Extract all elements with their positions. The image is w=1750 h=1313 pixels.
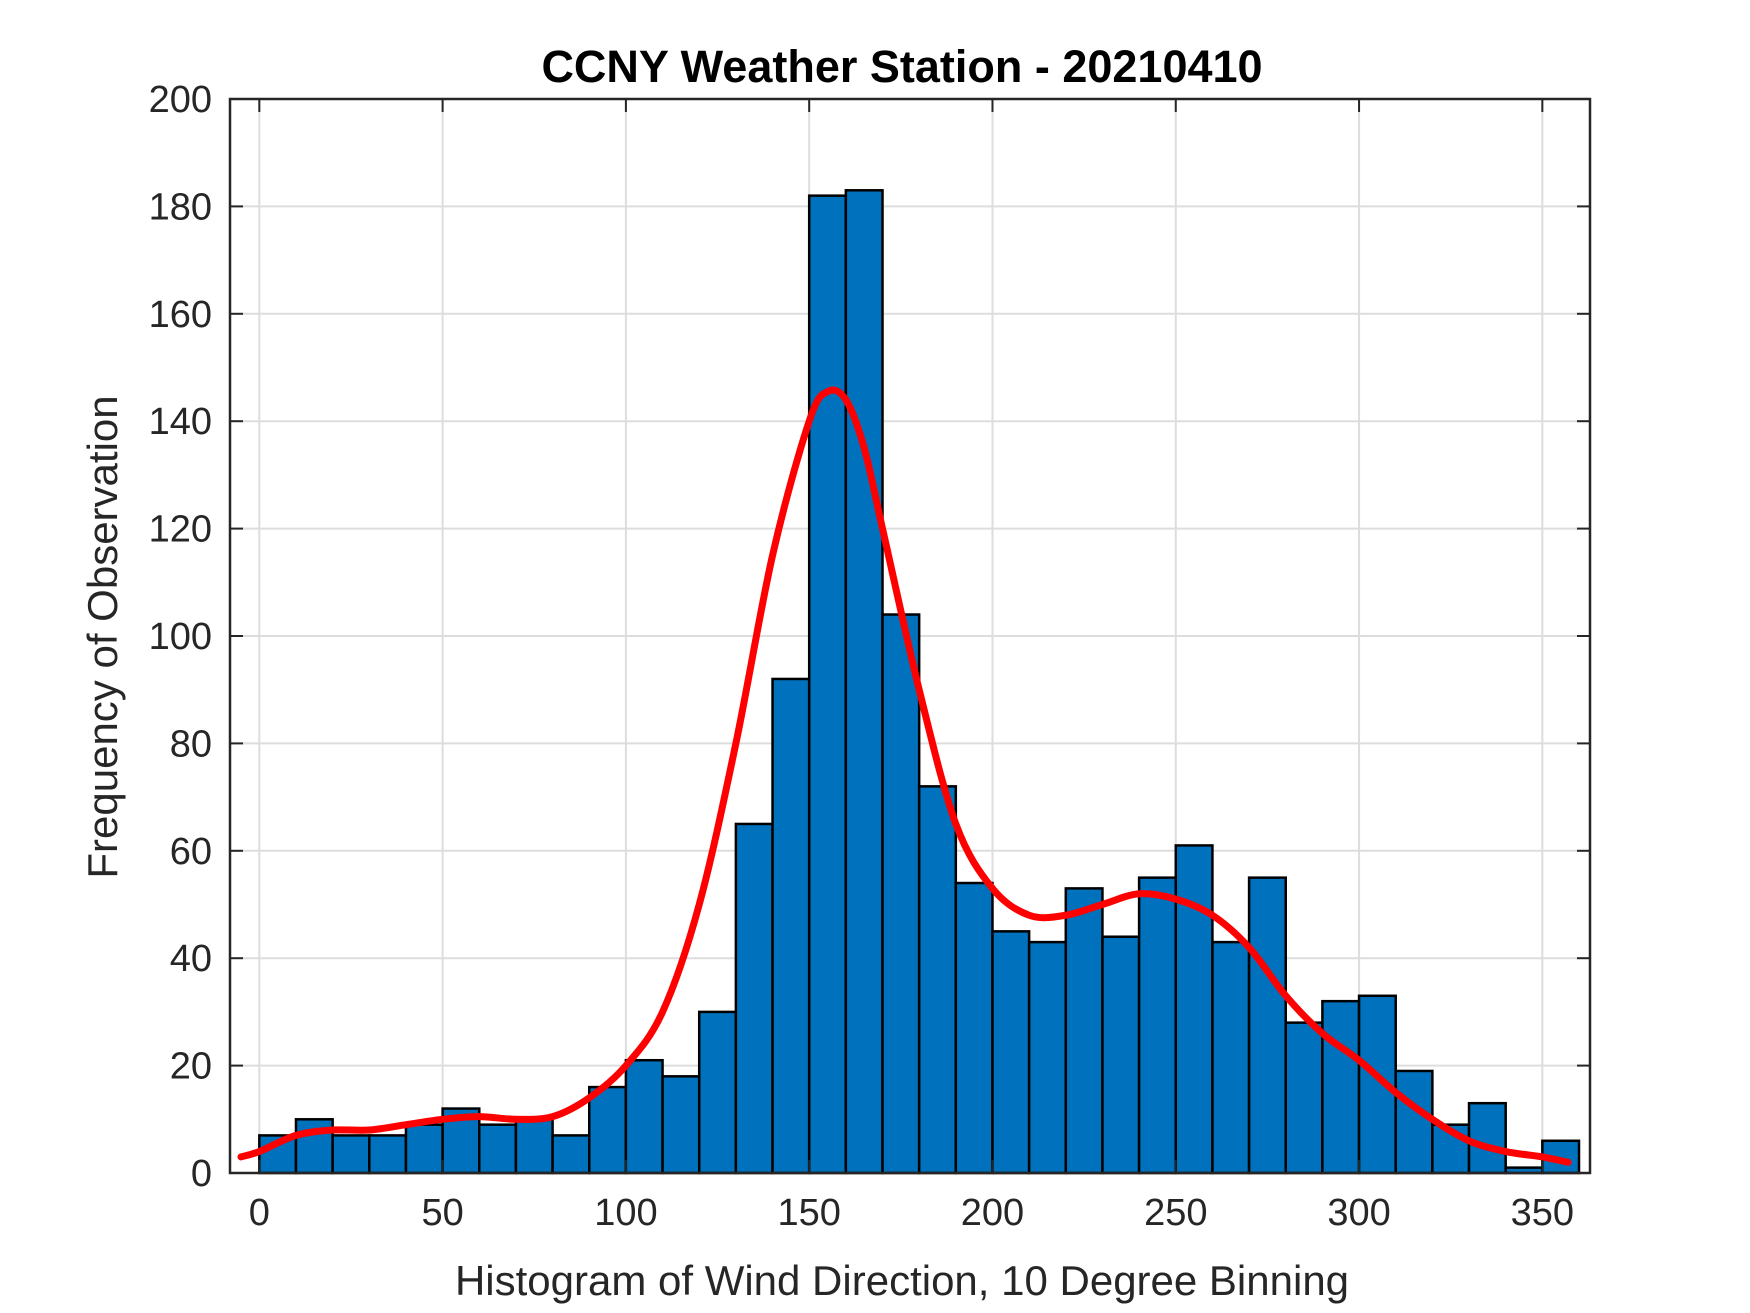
bar	[514, 1118, 554, 1175]
y-tick-label: 40	[170, 938, 212, 980]
y-tick-label: 160	[149, 294, 212, 336]
bar	[551, 1134, 591, 1175]
x-tick-label: 150	[777, 1192, 840, 1234]
ticks	[230, 98, 1590, 1174]
x-tick-labels: 0 50 100 150 200 250 300 350	[249, 1192, 1574, 1234]
bar	[1247, 876, 1287, 1175]
y-tick-label: 20	[170, 1046, 212, 1088]
bar	[1211, 940, 1251, 1175]
fit-curve	[237, 386, 1572, 1166]
bar	[917, 785, 958, 1175]
x-tick-label: 350	[1511, 1192, 1574, 1234]
bars	[258, 189, 1581, 1175]
y-tick-labels: 0 20 40 60 80 100 120 140 160 180 200	[149, 79, 212, 1195]
y-tick-label: 180	[149, 186, 212, 228]
bar	[881, 613, 921, 1175]
bar	[368, 1134, 408, 1175]
bar	[807, 194, 848, 1175]
x-axis-label: Histogram of Wind Direction, 10 Degree B…	[455, 1257, 1349, 1304]
bar	[587, 1085, 628, 1175]
bar	[1321, 999, 1361, 1175]
bar	[844, 189, 884, 1175]
bar	[734, 822, 774, 1175]
bar	[1394, 1069, 1434, 1175]
bar	[954, 881, 994, 1175]
bar	[1284, 1021, 1324, 1175]
bar	[1137, 876, 1178, 1175]
bar	[1101, 935, 1141, 1175]
y-tick-label: 60	[170, 831, 212, 873]
bar	[771, 677, 811, 1175]
bar	[991, 930, 1031, 1175]
bar	[478, 1123, 518, 1175]
bar	[624, 1058, 664, 1175]
y-tick-label: 120	[149, 509, 212, 551]
fit-curve-group	[237, 386, 1572, 1166]
y-tick-label: 100	[149, 616, 212, 658]
y-tick-label: 140	[149, 401, 212, 443]
bar	[404, 1123, 444, 1175]
x-tick-label: 250	[1144, 1192, 1207, 1234]
y-axis-label: Frequency of Observation	[79, 395, 126, 878]
chart-title: CCNY Weather Station - 20210410	[541, 41, 1262, 92]
x-tick-label: 300	[1327, 1192, 1390, 1234]
bar	[1027, 940, 1068, 1175]
bar	[1064, 887, 1104, 1175]
bar	[1467, 1101, 1507, 1175]
x-tick-label: 200	[961, 1192, 1024, 1234]
x-tick-label: 50	[421, 1192, 463, 1234]
x-tick-label: 100	[594, 1192, 657, 1234]
bar	[331, 1134, 371, 1175]
bar	[697, 1010, 738, 1175]
x-tick-label: 0	[249, 1192, 270, 1234]
y-tick-label: 0	[191, 1153, 212, 1195]
bar	[661, 1075, 701, 1175]
y-tick-label: 80	[170, 723, 212, 765]
y-tick-label: 200	[149, 79, 212, 121]
bar	[1174, 844, 1214, 1175]
